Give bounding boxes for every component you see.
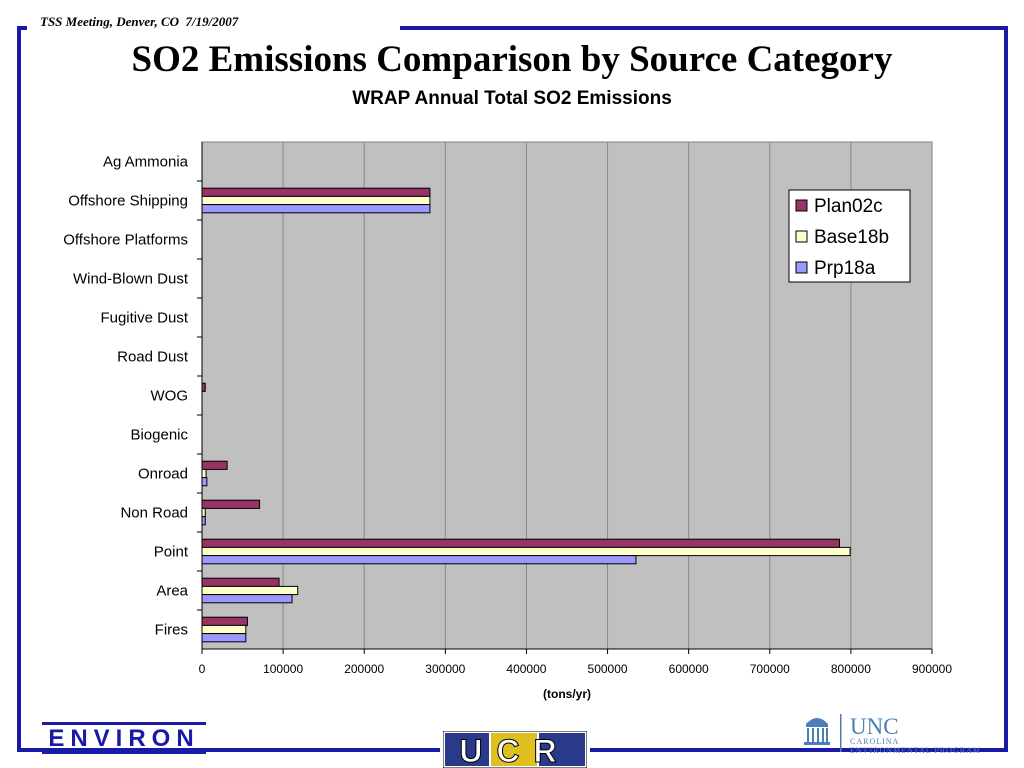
x-tick-label: 900000	[912, 662, 952, 676]
frame-left-line	[17, 26, 21, 752]
bar-prp18a	[201, 633, 247, 643]
category-label: Area	[156, 583, 188, 600]
bar-base18b	[201, 468, 207, 479]
bar-plan02c	[201, 187, 431, 197]
bar-prp18a	[201, 516, 206, 526]
legend-swatch-base18b	[795, 230, 808, 243]
bar-base18b	[201, 507, 206, 518]
chart-title: WRAP Annual Total SO2 Emissions	[352, 88, 672, 109]
bar-prp18a	[201, 477, 208, 487]
x-tick-label: 300000	[425, 662, 465, 676]
category-label: Wind-Blown Dust	[73, 271, 189, 288]
meeting-caption: TSS Meeting, Denver, CO 7/19/2007	[40, 14, 239, 29]
category-label: Fugitive Dust	[100, 310, 188, 327]
legend-box	[788, 189, 911, 283]
ucr-logo-text: UCR	[459, 733, 570, 768]
category-label: Point	[154, 544, 189, 561]
frame-top-line	[400, 26, 1006, 30]
category-label: Biogenic	[130, 427, 188, 444]
category-label: WOG	[151, 388, 189, 405]
unc-logo: UNC CAROLINA ENVIRONMENTAL PROGRAM	[804, 714, 981, 755]
legend-label: Plan02c	[814, 196, 883, 217]
category-label: Non Road	[120, 505, 188, 522]
category-label: Fires	[155, 622, 188, 639]
unc-logo-line2: ENVIRONMENTAL PROGRAM	[850, 746, 981, 755]
x-axis-label: (tons/yr)	[543, 687, 591, 701]
legend-swatch-prp18a	[795, 261, 808, 274]
x-tick-label: 200000	[344, 662, 384, 676]
category-label: Ag Ammonia	[103, 154, 189, 171]
x-tick-label: 600000	[669, 662, 709, 676]
bar-plan02c	[201, 499, 261, 509]
x-tick-label: 500000	[588, 662, 628, 676]
x-tick-label: 400000	[506, 662, 546, 676]
x-tick-label: 800000	[831, 662, 871, 676]
old-well-icon	[804, 718, 830, 745]
category-label: Road Dust	[117, 349, 189, 366]
x-tick-label: 100000	[263, 662, 303, 676]
environ-logo-text: ENVIRON	[48, 725, 199, 752]
legend-label: Base18b	[814, 227, 889, 248]
bar-base18b	[201, 624, 247, 635]
category-label: Onroad	[138, 466, 188, 483]
bar-prp18a	[201, 594, 293, 604]
x-tick-label: 0	[199, 662, 206, 676]
environ-logo: ENVIRON	[42, 722, 206, 754]
bar-plan02c	[201, 577, 280, 587]
bar-base18b	[201, 585, 299, 596]
category-label: Offshore Shipping	[68, 193, 188, 210]
ucr-logo: UCR	[443, 731, 587, 768]
bar-plan02c	[201, 460, 228, 470]
unc-logo-line1: CAROLINA	[850, 737, 899, 746]
bar-plan02c	[201, 382, 206, 392]
bar-prp18a	[201, 555, 637, 565]
legend-label: Prp18a	[814, 258, 876, 279]
bar-base18b	[201, 195, 431, 206]
slide-title: SO2 Emissions Comparison by Source Categ…	[131, 39, 893, 80]
legend-swatch-plan02c	[795, 199, 808, 212]
frame-right-line	[1004, 26, 1008, 752]
category-label: Offshore Platforms	[63, 232, 188, 249]
chart-legend: Plan02c Base18b Prp18a	[788, 189, 911, 283]
bar-plan02c	[201, 616, 248, 626]
bar-plan02c	[201, 538, 841, 548]
frame-bottom-line-left	[17, 748, 440, 752]
unc-logo-name: UNC	[850, 714, 899, 739]
frame-bottom-line-right	[590, 748, 1008, 752]
frame-top-left-stub	[17, 26, 27, 30]
bar-base18b	[201, 546, 851, 557]
x-tick-label: 700000	[750, 662, 790, 676]
bar-prp18a	[201, 204, 431, 214]
